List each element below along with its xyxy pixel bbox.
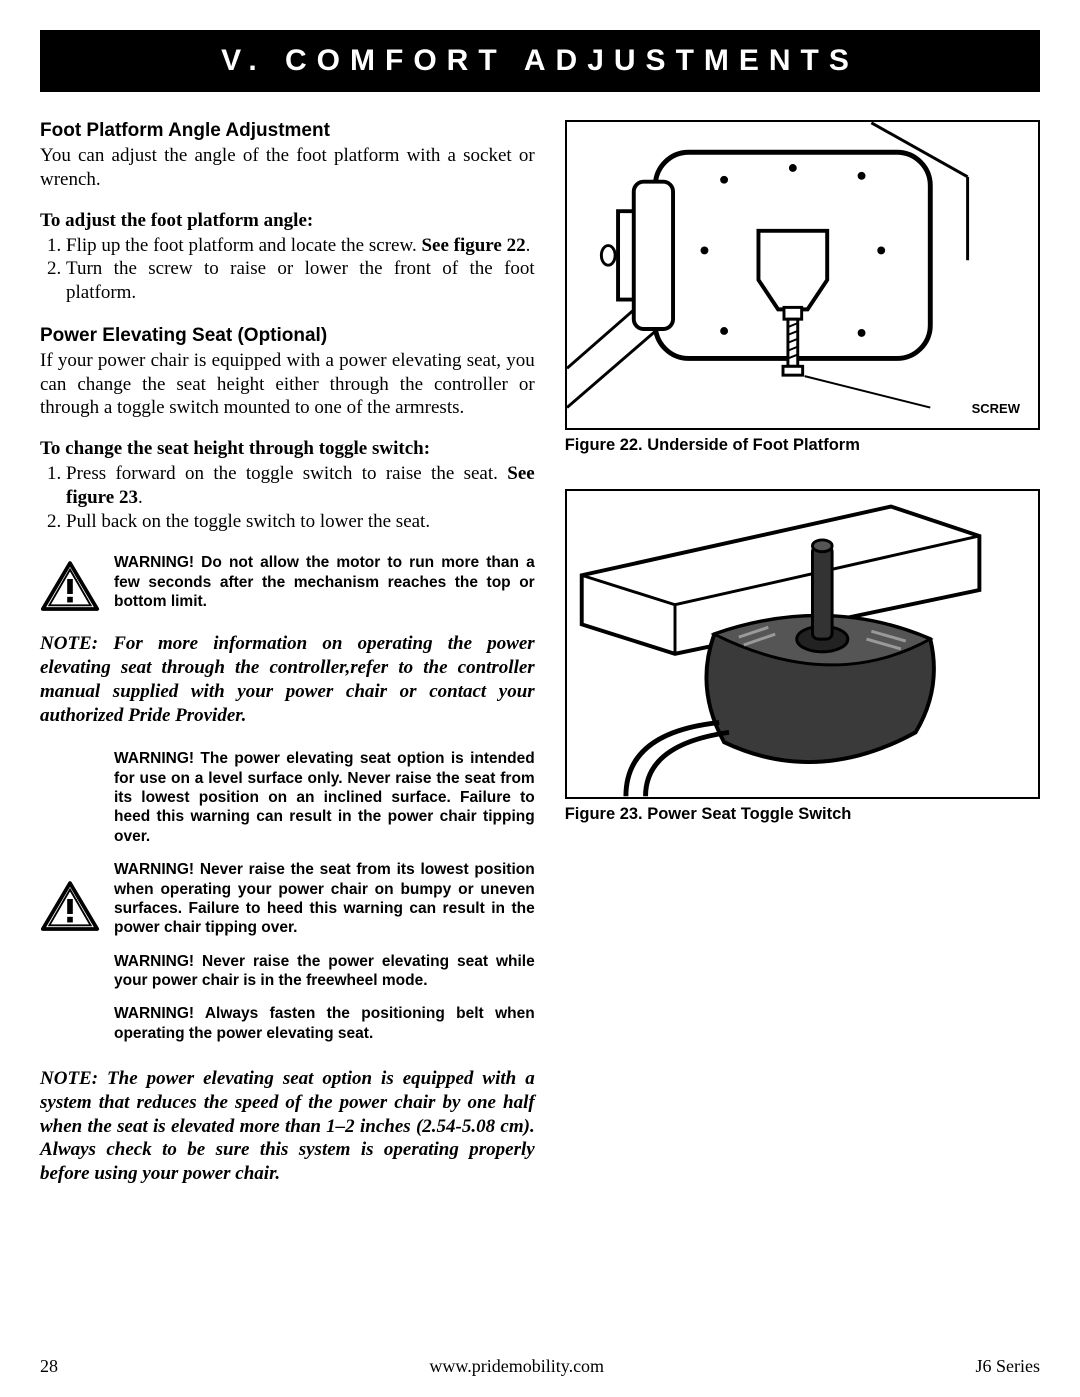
screw-label: SCREW (972, 401, 1020, 416)
toggle-subhead: To change the seat height through toggle… (40, 438, 535, 460)
warning-block: WARNING! Do not allow the motor to run m… (40, 553, 535, 614)
toggle-switch-illustration (567, 491, 1038, 797)
foot-platform-body: You can adjust the angle of the foot pla… (40, 144, 535, 192)
list-item: Press forward on the toggle switch to ra… (66, 462, 535, 510)
warning-block: WARNING! Never raise the seat from its l… (114, 860, 535, 938)
content-columns: Foot Platform Angle Adjustment You can a… (40, 120, 1040, 1348)
page-number: 28 (40, 1356, 58, 1377)
warning-text: WARNING! The power elevating seat option… (114, 749, 535, 846)
warning-text-stack: WARNING! The power elevating seat option… (114, 749, 535, 1057)
warning-text: WARNING! Do not allow the motor to run m… (114, 553, 535, 611)
footer-url: www.pridemobility.com (429, 1356, 604, 1377)
foot-platform-title: Foot Platform Angle Adjustment (40, 120, 535, 142)
series-label: J6 Series (975, 1356, 1040, 1377)
toggle-steps: Press forward on the toggle switch to ra… (40, 462, 535, 533)
power-seat-title: Power Elevating Seat (Optional) (40, 325, 535, 347)
warning-text: WARNING! Always fasten the positioning b… (114, 1004, 535, 1043)
step-text: . (138, 487, 143, 508)
figure-23-caption: Figure 23. Power Seat Toggle Switch (565, 805, 1040, 824)
warning-block: WARNING! Never raise the power elevating… (114, 952, 535, 991)
step-text: Press forward on the toggle switch to ra… (66, 463, 507, 484)
foot-platform-illustration (567, 122, 1038, 428)
warning-triangle-icon (40, 559, 100, 614)
warning-group: WARNING! The power elevating seat option… (40, 749, 535, 1057)
step-text: Flip up the foot platform and locate the… (66, 235, 421, 256)
figure-22-caption: Figure 22. Underside of Foot Platform (565, 436, 1040, 455)
warning-triangle-icon (40, 879, 100, 934)
power-seat-body: If your power chair is equipped with a p… (40, 349, 535, 420)
figure-22: SCREW (565, 120, 1040, 430)
page: V. COMFORT ADJUSTMENTS Foot Platform Ang… (0, 0, 1080, 1397)
foot-platform-steps: Flip up the foot platform and locate the… (40, 234, 535, 305)
list-item: Turn the screw to raise or lower the fro… (66, 257, 535, 305)
left-column: Foot Platform Angle Adjustment You can a… (40, 120, 535, 1348)
list-item: Pull back on the toggle switch to lower … (66, 510, 535, 534)
list-item: Flip up the foot platform and locate the… (66, 234, 535, 258)
note-text: NOTE: The power elevating seat option is… (40, 1067, 535, 1186)
figure-23 (565, 489, 1040, 799)
right-column: SCREW Figure 22. Underside of Foot Platf… (565, 120, 1040, 1348)
page-footer: 28 www.pridemobility.com J6 Series (40, 1348, 1040, 1377)
warning-text: WARNING! Never raise the power elevating… (114, 952, 535, 991)
step-text: . (526, 235, 531, 256)
figure-ref: See figure 22 (421, 235, 525, 256)
section-header: V. COMFORT ADJUSTMENTS (40, 30, 1040, 92)
warning-block: WARNING! The power elevating seat option… (114, 749, 535, 846)
warning-text: WARNING! Never raise the seat from its l… (114, 860, 535, 938)
note-text: NOTE: For more information on operating … (40, 632, 535, 727)
warning-block: WARNING! Always fasten the positioning b… (114, 1004, 535, 1043)
foot-platform-subhead: To adjust the foot platform angle: (40, 210, 535, 232)
